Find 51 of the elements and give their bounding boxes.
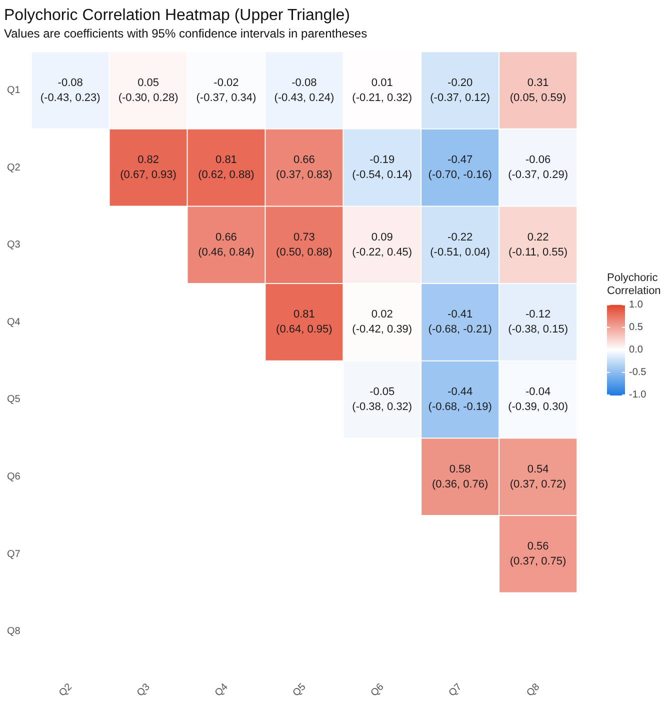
color-bar-label: 0.5 (629, 322, 644, 334)
chart-subtitle: Values are coefficients with 95% confidence intervals in parentheses (4, 26, 368, 41)
color-bar-label: -1.0 (629, 390, 647, 401)
data-label: 0.54 (0.37, 0.72) (510, 463, 566, 490)
data-label: -0.08 (-0.43, 0.24) (274, 76, 334, 104)
y-tick-label: Q4 (6, 316, 21, 328)
y-tick-label: Q1 (6, 85, 21, 96)
color-bar-label: 0.0 (629, 344, 644, 356)
data-label: 0.66 (0.37, 0.83) (276, 154, 332, 182)
data-label: -0.41 (-0.68, -0.21) (428, 308, 492, 336)
y-tick-label: Q7 (6, 548, 21, 560)
y-tick-label: Q6 (6, 472, 21, 483)
x-tick-label: Q4 (213, 681, 231, 699)
data-label: 0.09 (-0.22, 0.45) (352, 231, 412, 258)
data-label: -0.22 (-0.51, 0.04) (430, 231, 490, 258)
data-label: -0.06 (-0.37, 0.29) (508, 154, 568, 182)
y-tick-label: Q2 (6, 162, 21, 174)
x-tick-label: Q5 (291, 681, 309, 699)
color-bar-label: 1.0 (629, 300, 644, 311)
x-tick-label: Q7 (446, 681, 464, 699)
data-label: 0.81 (0.64, 0.95) (276, 308, 332, 336)
data-label: -0.04 (-0.39, 0.30) (508, 386, 568, 414)
data-label: 0.31 (0.05, 0.59) (510, 76, 566, 104)
chart-title: Polychoric Correlation Heatmap (Upper Triangle) (4, 7, 350, 24)
data-label: -0.05 (-0.38, 0.32) (352, 386, 412, 414)
x-tick-label: Q8 (524, 681, 542, 699)
color-bar-label: -0.5 (629, 367, 647, 378)
data-label: -0.20 (-0.37, 0.12) (430, 76, 490, 104)
data-label: 0.82 (0.67, 0.93) (120, 154, 176, 182)
data-label: 0.05 (-0.30, 0.28) (118, 76, 178, 104)
y-tick-label: Q8 (6, 626, 21, 638)
data-label: 0.58 (0.36, 0.76) (432, 463, 488, 490)
data-label: -0.47 (-0.70, -0.16) (428, 154, 492, 182)
data-label: 0.73 (0.50, 0.88) (276, 231, 332, 258)
data-label: -0.19 (-0.54, 0.14) (352, 154, 412, 182)
y-tick-label: Q3 (6, 240, 21, 251)
data-label: 0.81 (0.62, 0.88) (198, 154, 254, 182)
color-bar-title: Polychoric Correlation (607, 272, 661, 297)
data-label: -0.44 (-0.68, -0.19) (428, 386, 492, 414)
data-label: 0.02 (-0.42, 0.39) (352, 308, 412, 336)
x-tick-label: Q3 (135, 681, 153, 699)
data-label: -0.02 (-0.37, 0.34) (196, 76, 256, 104)
x-tick-label: Q2 (57, 681, 75, 699)
data-label: 0.01 (-0.21, 0.32) (352, 76, 412, 104)
x-tick-label: Q6 (368, 681, 386, 699)
data-label: 0.22 (-0.11, 0.55) (508, 231, 568, 258)
data-label: -0.08 (-0.43, 0.23) (40, 76, 100, 104)
data-label: -0.12 (-0.38, 0.15) (508, 308, 568, 336)
y-tick-label: Q5 (6, 394, 21, 406)
data-label: 0.66 (0.46, 0.84) (198, 231, 254, 258)
data-label: 0.56 (0.37, 0.75) (510, 540, 566, 568)
